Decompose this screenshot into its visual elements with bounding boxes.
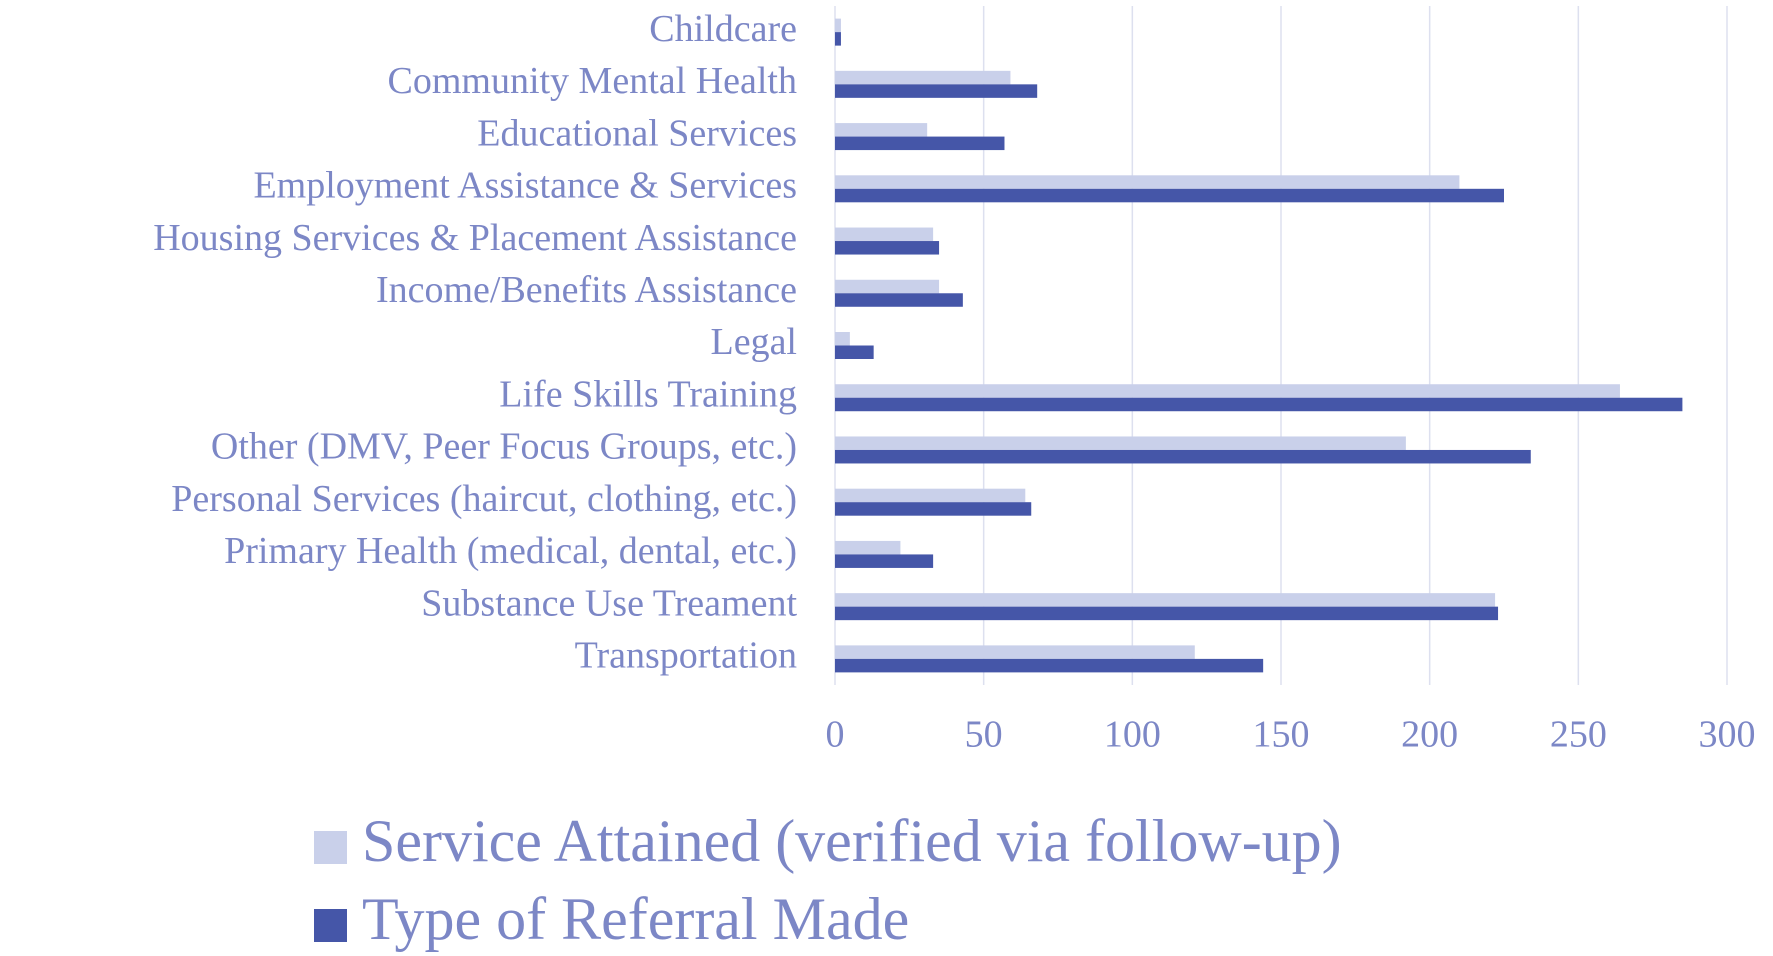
y-tick-label: Housing Services & Placement Assistance: [153, 217, 797, 259]
bar: [835, 397, 1683, 412]
x-tick-label: 100: [1104, 714, 1161, 756]
x-tick-label: 300: [1699, 714, 1756, 756]
bar: [835, 593, 1496, 607]
bar: [835, 123, 928, 137]
bar: [835, 279, 940, 294]
x-tick-label: 250: [1550, 714, 1607, 756]
bar: [835, 384, 1620, 398]
legend-label: Service Attained (verified via follow-up…: [362, 808, 1342, 874]
bar: [835, 84, 1038, 98]
bar: [835, 175, 1460, 189]
bar: [835, 188, 1504, 203]
legend-swatch: [314, 909, 347, 942]
y-tick-label: Other (DMV, Peer Focus Groups, etc.): [211, 426, 797, 468]
bar: [835, 227, 934, 242]
y-tick-label: Substance Use Treament: [421, 582, 797, 624]
y-tick-label: Community Mental Health: [387, 60, 797, 102]
y-tick-label: Educational Services: [477, 112, 797, 154]
y-tick-label: Childcare: [649, 8, 797, 50]
y-tick-label: Employment Assistance & Services: [253, 165, 797, 207]
y-tick-label: Primary Health (medical, dental, etc.): [224, 530, 797, 572]
legend-label: Type of Referral Made: [362, 886, 909, 952]
bar: [835, 293, 963, 307]
bar: [835, 18, 841, 33]
legend-swatch: [314, 831, 347, 864]
x-tick-label: 0: [826, 714, 845, 756]
bar: [835, 136, 1005, 151]
x-tick-label: 200: [1401, 714, 1458, 756]
bar: [835, 332, 850, 346]
x-tick-label: 50: [965, 714, 1003, 756]
bar: [835, 436, 1406, 450]
y-tick-label: Life Skills Training: [499, 373, 797, 415]
bar: [835, 540, 901, 555]
bar: [835, 449, 1531, 464]
bar: [835, 241, 940, 255]
x-tick-label: 150: [1253, 714, 1310, 756]
y-tick-label: Transportation: [575, 635, 797, 677]
bar: [835, 345, 874, 359]
bar: [835, 645, 1195, 659]
bar: [835, 554, 934, 568]
y-tick-label: Personal Services (haircut, clothing, et…: [171, 478, 797, 520]
bar: [835, 502, 1032, 516]
y-tick-label: Income/Benefits Assistance: [376, 269, 797, 311]
bar: [835, 658, 1264, 673]
bar: [835, 606, 1499, 621]
bar: [835, 488, 1026, 503]
bar: [835, 32, 841, 46]
bar: [835, 70, 1011, 85]
y-tick-label: Legal: [710, 321, 797, 363]
